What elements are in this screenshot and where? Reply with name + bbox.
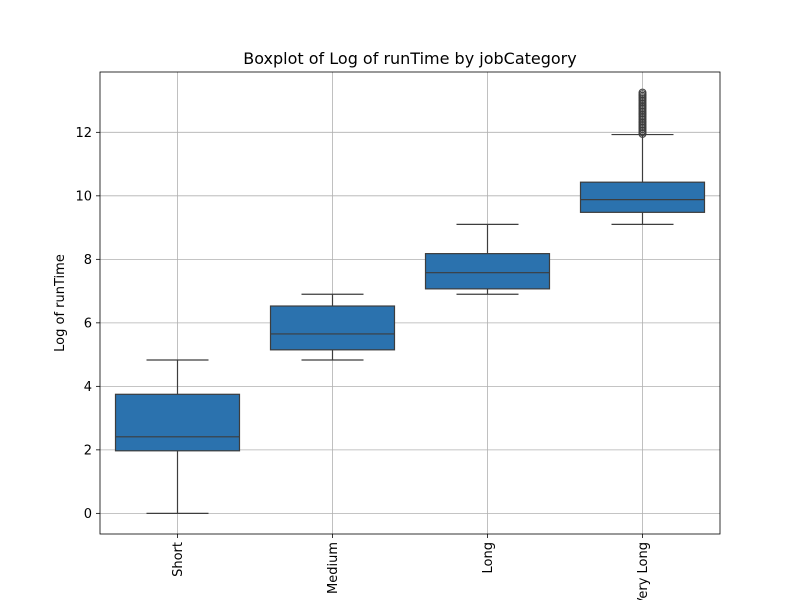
boxes (114, 88, 706, 514)
y-tick-label: 0 (84, 507, 92, 522)
x-tick-label: Medium (326, 542, 341, 594)
iqr-box (114, 393, 241, 452)
chart-title: Boxplot of Log of runTime by jobCategory (243, 49, 576, 68)
grid-lines (100, 72, 720, 534)
y-axis-label: Log of runTime (53, 254, 68, 352)
x-tick-label: Short (171, 542, 186, 577)
outlier-point (638, 88, 647, 97)
plot-area-frame (99, 71, 721, 535)
x-tick-label: Very Long (636, 542, 651, 600)
y-tick-label: 6 (84, 316, 92, 331)
y-tick-label: 4 (84, 380, 92, 395)
y-axis: 0 2 4 6 8 10 12 (75, 126, 100, 522)
box-medium (269, 293, 396, 361)
box-short (114, 359, 241, 514)
iqr-box (269, 305, 396, 351)
y-tick-label: 12 (75, 126, 92, 141)
y-tick-label: 2 (84, 443, 92, 458)
iqr-box (579, 181, 706, 213)
x-axis: Short Medium Long Very Long (171, 534, 651, 600)
box-very-long (579, 88, 706, 226)
y-tick-label: 10 (75, 189, 92, 204)
box-long (424, 223, 551, 295)
x-tick-label: Long (481, 542, 496, 573)
y-tick-label: 8 (84, 253, 92, 268)
iqr-box (424, 253, 551, 290)
